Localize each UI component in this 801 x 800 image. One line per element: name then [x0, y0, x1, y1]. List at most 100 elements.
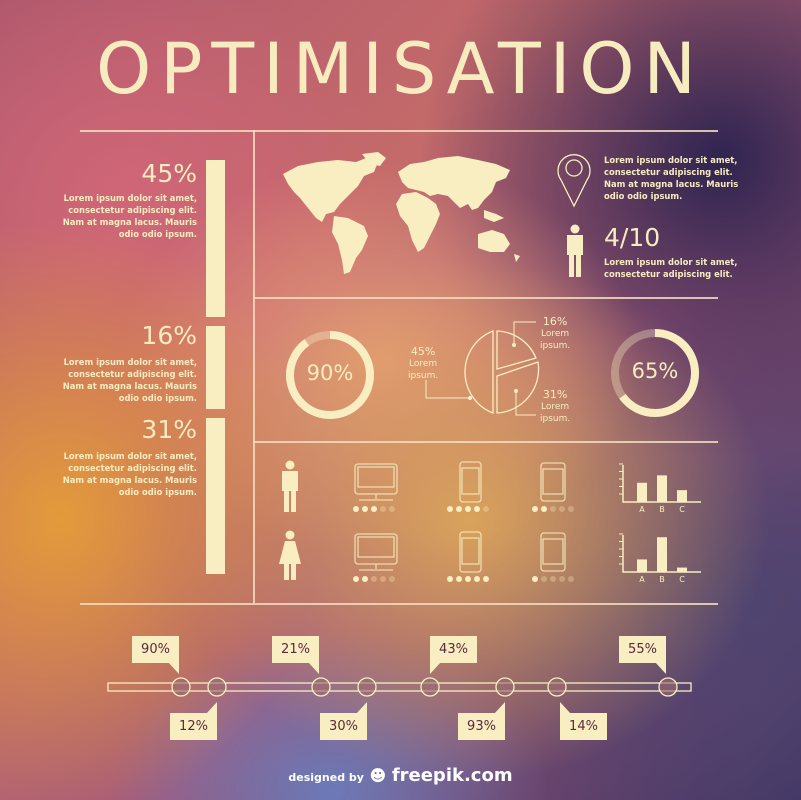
timeline-callout: 93% — [458, 713, 505, 740]
stat-value: 16% — [141, 321, 197, 350]
text-line: Lorem ipsum dolor sit amet, — [63, 451, 197, 461]
pin-text: Lorem ipsum dolor sit amet, consectetur … — [604, 154, 738, 202]
pie-text: ipsum. — [540, 341, 571, 351]
timeline-callout: 21% — [272, 636, 319, 663]
timeline-callout: 55% — [619, 636, 666, 663]
bar-B — [657, 537, 667, 572]
pie-slice-16 — [496, 330, 537, 370]
rating-dot — [447, 506, 453, 512]
footer-brand[interactable]: freepik.com — [391, 765, 513, 786]
rating-dot — [362, 576, 368, 582]
timeline-node — [547, 677, 567, 697]
rating-dot — [371, 576, 377, 582]
rating-dot — [380, 576, 386, 582]
timeline-node — [171, 677, 191, 697]
footer-prefix: designed by — [288, 771, 364, 784]
bar-label: A — [639, 575, 645, 584]
rating-dot — [568, 576, 574, 582]
page-title: OPTIMISATION — [96, 28, 705, 110]
text-line: consectetur adipiscing elit. — [604, 269, 733, 279]
phone-icon — [461, 537, 480, 565]
rating-dot — [568, 506, 574, 512]
text-line: Lorem ipsum dolor sit amet, — [604, 257, 738, 267]
stat-bar — [206, 326, 225, 409]
freepik-logo-icon: ☻ — [369, 766, 387, 785]
donut-left-arc — [286, 331, 374, 419]
timeline-callout: 12% — [170, 713, 217, 740]
bar-C — [677, 567, 687, 572]
rating-dot — [550, 576, 556, 582]
stat-block: 45% Lorem ipsum dolor sit amet, consecte… — [63, 160, 197, 240]
callout-pointer — [655, 662, 666, 674]
rating-dot — [483, 506, 489, 512]
stat-text: Lorem ipsum dolor sit amet, consectetur … — [63, 356, 197, 404]
rating-dot — [371, 506, 377, 512]
divider — [253, 441, 718, 443]
rating-dot — [456, 576, 462, 582]
pie-leader — [513, 321, 536, 345]
timeline-node — [311, 677, 331, 697]
timeline-node — [207, 677, 227, 697]
monitor-icon — [357, 536, 395, 558]
pie-percent: 31% — [542, 388, 568, 401]
rating-dot — [532, 576, 538, 582]
pie-percent: 45% — [410, 345, 436, 358]
rating-dot — [447, 576, 453, 582]
monitor-icon — [354, 463, 398, 495]
stat-bar — [206, 160, 225, 317]
pie-leader-dot — [514, 389, 518, 393]
rating-dot — [456, 506, 462, 512]
pie-leader — [515, 391, 536, 416]
stat-value: 31% — [141, 415, 197, 444]
divider — [80, 130, 718, 132]
text-line: Nam at magna lacus. Mauris — [62, 217, 197, 227]
donut-right-label: 65% — [631, 359, 679, 383]
callout-pointer — [560, 702, 571, 714]
pie-text: Lorem — [409, 359, 438, 369]
male-icon — [291, 490, 296, 512]
text-line: consectetur adipiscing elit. — [68, 369, 197, 379]
bar-chart-axis — [622, 465, 701, 503]
ratio-text: Lorem ipsum dolor sit amet, consectetur … — [604, 256, 737, 280]
text-line: Lorem ipsum dolor sit amet, — [63, 357, 197, 367]
location-pin-icon — [557, 154, 591, 208]
rating-dot — [550, 506, 556, 512]
bar-A — [637, 482, 647, 502]
donut-left-label: 90% — [306, 361, 354, 385]
pie-leader — [425, 380, 470, 399]
phone-icon — [461, 467, 480, 495]
bar-B — [657, 475, 667, 502]
female-icon — [284, 563, 289, 580]
male-icon — [282, 471, 298, 491]
timeline-callout: 43% — [430, 636, 477, 663]
female-icon — [291, 563, 296, 580]
rating-dot — [541, 576, 547, 582]
rating-dot — [389, 506, 395, 512]
text-line: consectetur adipiscing elit. — [604, 167, 733, 177]
stat-text: Lorem ipsum dolor sit amet, consectetur … — [63, 450, 197, 498]
stat-text: Lorem ipsum dolor sit amet, consectetur … — [63, 192, 197, 240]
rating-dot — [559, 506, 565, 512]
pie-leader-dot — [468, 396, 472, 400]
monitor-icon — [359, 564, 393, 571]
phone-icon — [459, 531, 482, 573]
male-icon — [284, 490, 289, 512]
text-line: Nam at magna lacus. Mauris — [62, 475, 197, 485]
text-line: Nam at magna lacus. Mauris — [604, 179, 739, 189]
tablet-icon — [540, 462, 566, 502]
pie-text: Lorem — [541, 329, 570, 339]
donut-right-arc — [611, 329, 699, 417]
stat-block: 31% Lorem ipsum dolor sit amet, consecte… — [63, 416, 197, 498]
timeline-node — [658, 677, 678, 697]
divider — [80, 603, 718, 605]
callout-pointer — [206, 702, 217, 714]
divider — [253, 297, 718, 299]
male-icon — [285, 460, 295, 470]
pie-text: ipsum. — [408, 371, 439, 381]
timeline-callout: 90% — [132, 636, 179, 663]
bar-chart-axis — [622, 535, 701, 573]
pie-slice-31 — [496, 361, 540, 414]
bar-label: B — [659, 505, 665, 514]
bar-label: C — [679, 505, 685, 514]
